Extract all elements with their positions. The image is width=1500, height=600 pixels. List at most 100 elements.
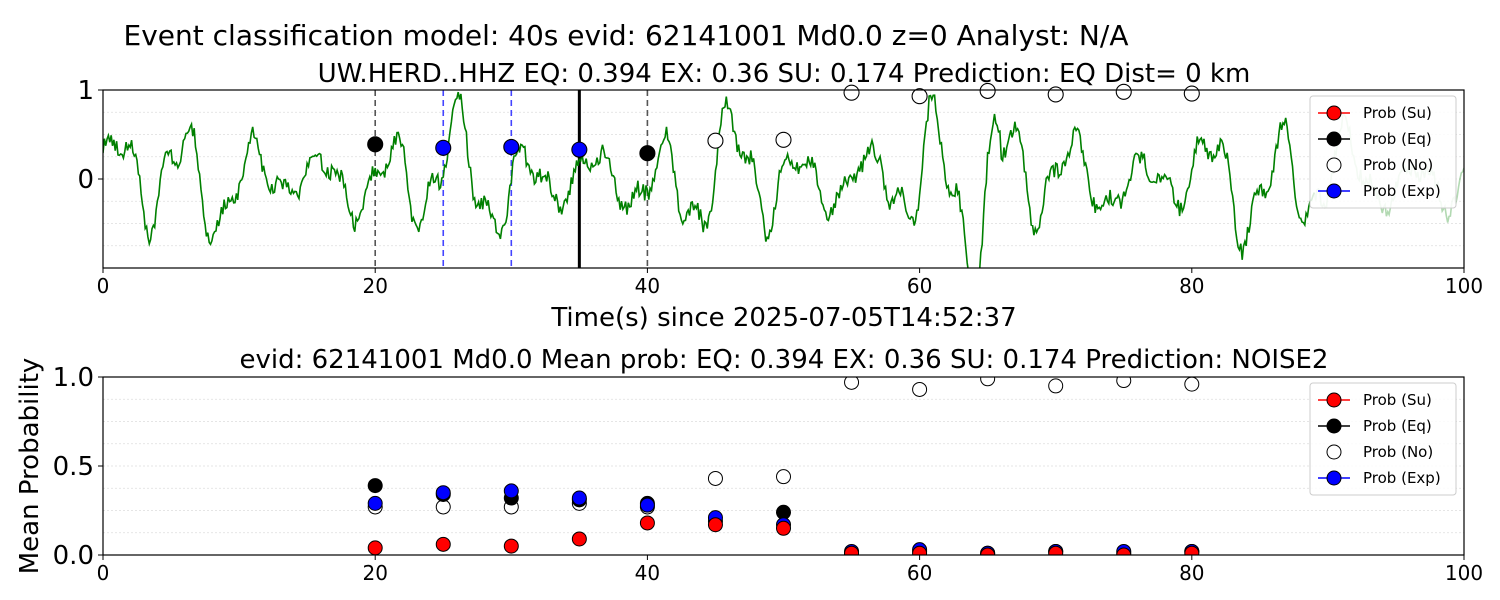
y-tick-label: 1.0 (53, 363, 94, 393)
prob-point (503, 538, 519, 554)
prob-point (367, 540, 383, 555)
legend-box (1309, 95, 1457, 209)
prob-marker (979, 82, 996, 99)
prob-marker (503, 138, 520, 156)
prob-point (367, 478, 383, 494)
prob-point (1048, 545, 1064, 555)
prob-point (980, 547, 996, 555)
x-tick-label: 80 (1179, 561, 1204, 585)
legend-label: Prob (Exp) (1363, 469, 1441, 487)
legend-entry: Prob (Su) (1318, 391, 1432, 409)
probability-x-ticks: 0 20 40 60 80 100 (97, 555, 1483, 585)
prob-marker (1115, 83, 1132, 100)
waveform-prob-markers (367, 82, 1200, 162)
prob-point (844, 545, 860, 555)
waveform-line (103, 91, 1316, 268)
legend-entry: Prob (Exp) (1318, 469, 1441, 487)
legend-marker (1326, 470, 1342, 486)
x-tick-label: 40 (635, 274, 660, 298)
prob-point (1184, 545, 1200, 555)
prob-point (1116, 377, 1132, 389)
prob-point (435, 485, 451, 501)
waveform-panel: UW.HERD..HHZ EQ: 0.394 EX: 0.36 SU: 0.17… (77, 59, 1483, 333)
prob-point (435, 499, 451, 515)
prob-marker (435, 139, 452, 156)
x-tick-label: 0 (97, 274, 110, 298)
legend-marker (1326, 105, 1342, 121)
y-tick-label: 1 (77, 76, 94, 106)
x-tick-label: 0 (97, 561, 110, 585)
prob-point (571, 531, 587, 547)
waveform-panel-title: UW.HERD..HHZ EQ: 0.394 EX: 0.36 SU: 0.17… (318, 59, 1251, 89)
legend-marker (1326, 418, 1342, 434)
prob-marker (1047, 86, 1064, 103)
legend-label: Prob (Eq) (1363, 130, 1432, 148)
probability-legend: Prob (Su) Prob (Eq) Prob (No) Prob (Exp) (1309, 382, 1457, 496)
prob-point (435, 536, 451, 552)
probability-points (367, 377, 1200, 555)
probability-panel-title: evid: 62141001 Md0.0 Mean prob: EQ: 0.39… (240, 345, 1329, 375)
prob-marker (367, 136, 384, 153)
y-tick-label: 0.0 (53, 541, 94, 571)
legend-label: Prob (Eq) (1363, 417, 1432, 435)
x-tick-label: 60 (907, 561, 932, 585)
prob-marker (639, 145, 656, 162)
waveform-y-ticks: 01 (77, 76, 103, 195)
probability-y-ticks: 0.0 0.5 1.0 (53, 363, 103, 571)
waveform-x-label: Time(s) since 2025-07-05T14:52:37 (550, 303, 1016, 333)
legend-label: Prob (Exp) (1363, 182, 1441, 200)
legend-entry: Prob (No) (1326, 156, 1433, 174)
x-tick-label: 100 (1445, 274, 1483, 298)
x-tick-label: 100 (1445, 561, 1483, 585)
prob-point (707, 470, 723, 486)
prob-marker (911, 88, 928, 105)
legend-label: Prob (Su) (1363, 391, 1432, 409)
waveform-x-ticks: 0 20 40 60 80 100 (97, 268, 1483, 298)
legend-marker (1326, 157, 1342, 173)
probability-y-label: Mean Probability (15, 358, 45, 575)
prob-point (707, 517, 723, 533)
prob-marker (707, 132, 724, 149)
x-tick-label: 40 (635, 561, 660, 585)
prob-point (776, 469, 791, 485)
legend-label: Prob (No) (1363, 443, 1433, 461)
legend-marker (1326, 183, 1342, 199)
prob-point (367, 495, 383, 511)
x-tick-label: 60 (907, 274, 932, 298)
probability-panel: evid: 62141001 Md0.0 Mean prob: EQ: 0.39… (15, 345, 1483, 585)
prob-point (1184, 377, 1200, 392)
prob-marker (775, 131, 792, 148)
legend-label: Prob (Su) (1363, 104, 1432, 122)
legend-entry: Prob (Su) (1318, 104, 1432, 122)
prob-point (776, 504, 791, 520)
legend-entry: Prob (No) (1326, 443, 1433, 461)
y-tick-label: 0.5 (53, 452, 94, 482)
legend-marker (1326, 392, 1342, 408)
prob-point (1048, 378, 1064, 394)
x-tick-label: 20 (362, 274, 387, 298)
prob-marker (571, 141, 588, 158)
prob-point (1116, 547, 1132, 555)
prob-point (776, 520, 791, 536)
legend-entry: Prob (Eq) (1318, 130, 1432, 148)
prob-point (912, 545, 928, 555)
waveform-legend: Prob (Su) Prob (Eq) Prob (No) Prob (Exp) (1309, 95, 1457, 209)
y-tick-label: 0 (77, 165, 94, 195)
x-tick-label: 20 (362, 561, 387, 585)
prob-marker (1183, 85, 1200, 102)
prob-point (639, 497, 655, 513)
figure-suptitle: Event classification model: 40s evid: 62… (124, 19, 1129, 52)
prob-point (844, 377, 860, 390)
x-tick-label: 80 (1179, 274, 1204, 298)
legend-entry: Prob (Exp) (1318, 182, 1441, 200)
prob-point (639, 515, 655, 531)
prob-point (571, 490, 587, 506)
prob-point (912, 381, 928, 397)
waveform-pick-lines (374, 90, 649, 268)
prob-marker (843, 84, 860, 101)
legend-entry: Prob (Eq) (1318, 417, 1432, 435)
legend-marker (1326, 444, 1342, 460)
prob-point (503, 483, 519, 499)
prob-point (980, 377, 996, 387)
